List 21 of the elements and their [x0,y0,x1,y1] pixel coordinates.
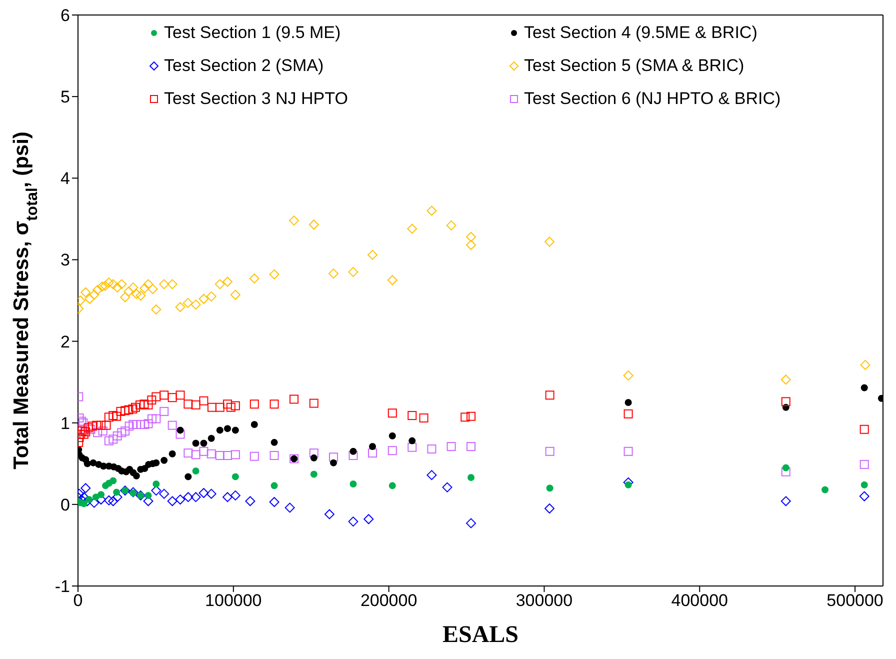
x-tick-label: 500000 [826,591,884,610]
x-tick-label: 0 [73,591,83,610]
y-tick-label: -1 [54,577,70,596]
y-tick-label: 5 [60,88,70,107]
y-tick-label: 3 [60,250,70,270]
legend-label: Test Section 2 (SMA) [164,56,324,76]
legend-label: Test Section 3 NJ HPTO [164,88,348,108]
x-tick-label: 400000 [671,591,728,610]
y-tick-label: 1 [60,414,70,433]
x-tick-label: 300000 [516,591,573,610]
y-tick-label: 0 [60,495,70,514]
x-tick-label: 200000 [360,591,418,610]
legend-label: Test Section 6 (NJ HPTO & BRIC) [524,88,781,108]
legend-label: Test Section 5 (SMA & BRIC) [524,56,744,76]
y-tick-label: 6 [60,6,70,26]
legend-label: Test Section 4 (9.5ME & BRIC) [524,22,758,42]
x-axis-title: ESALS [442,622,519,648]
y-tick-label: 4 [60,169,70,188]
legend-label: Test Section 1 (9.5 ME) [164,22,341,42]
y-tick-label: 2 [60,332,70,352]
x-tick-label: 100000 [205,591,262,610]
